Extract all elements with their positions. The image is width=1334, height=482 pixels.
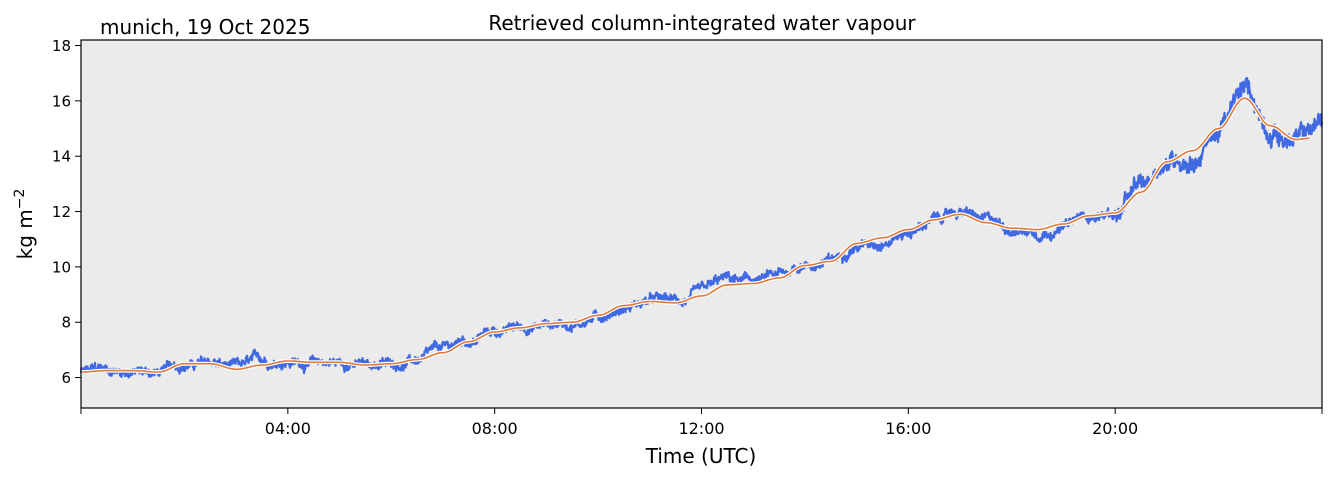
y-tick-label: 16	[52, 92, 71, 110]
y-tick-label: 14	[52, 148, 71, 166]
y-tick-label: 18	[52, 37, 71, 55]
chart-subtitle: munich, 19 Oct 2025	[100, 15, 310, 39]
y-tick-label: 8	[61, 314, 71, 332]
series-smoothed-line	[81, 97, 1310, 373]
x-tick-label: 04:00	[265, 419, 311, 438]
y-tick-label: 12	[52, 203, 71, 221]
series-layer	[79, 76, 1324, 379]
x-tick-label: 12:00	[678, 419, 724, 438]
chart-title: Retrieved column-integrated water vapour	[488, 11, 916, 35]
y-axis-label-exponent: −2	[12, 189, 28, 210]
y-axis-label: kg m−2	[12, 189, 37, 260]
y-tick-label: 10	[52, 258, 71, 276]
x-tick-label: 20:00	[1092, 419, 1138, 438]
plot-area	[81, 40, 1322, 408]
x-axis: 04:00 08:00 12:00 16:00 20:00	[80, 408, 1323, 438]
x-tick-label: 16:00	[885, 419, 931, 438]
x-tick-label: 08:00	[472, 419, 518, 438]
x-axis-label: Time (UTC)	[645, 444, 757, 468]
y-axis: 6 8 10 12 14 16 18	[52, 37, 81, 387]
y-tick-label: 6	[61, 369, 71, 387]
y-axis-label-unit: kg m	[13, 209, 37, 259]
